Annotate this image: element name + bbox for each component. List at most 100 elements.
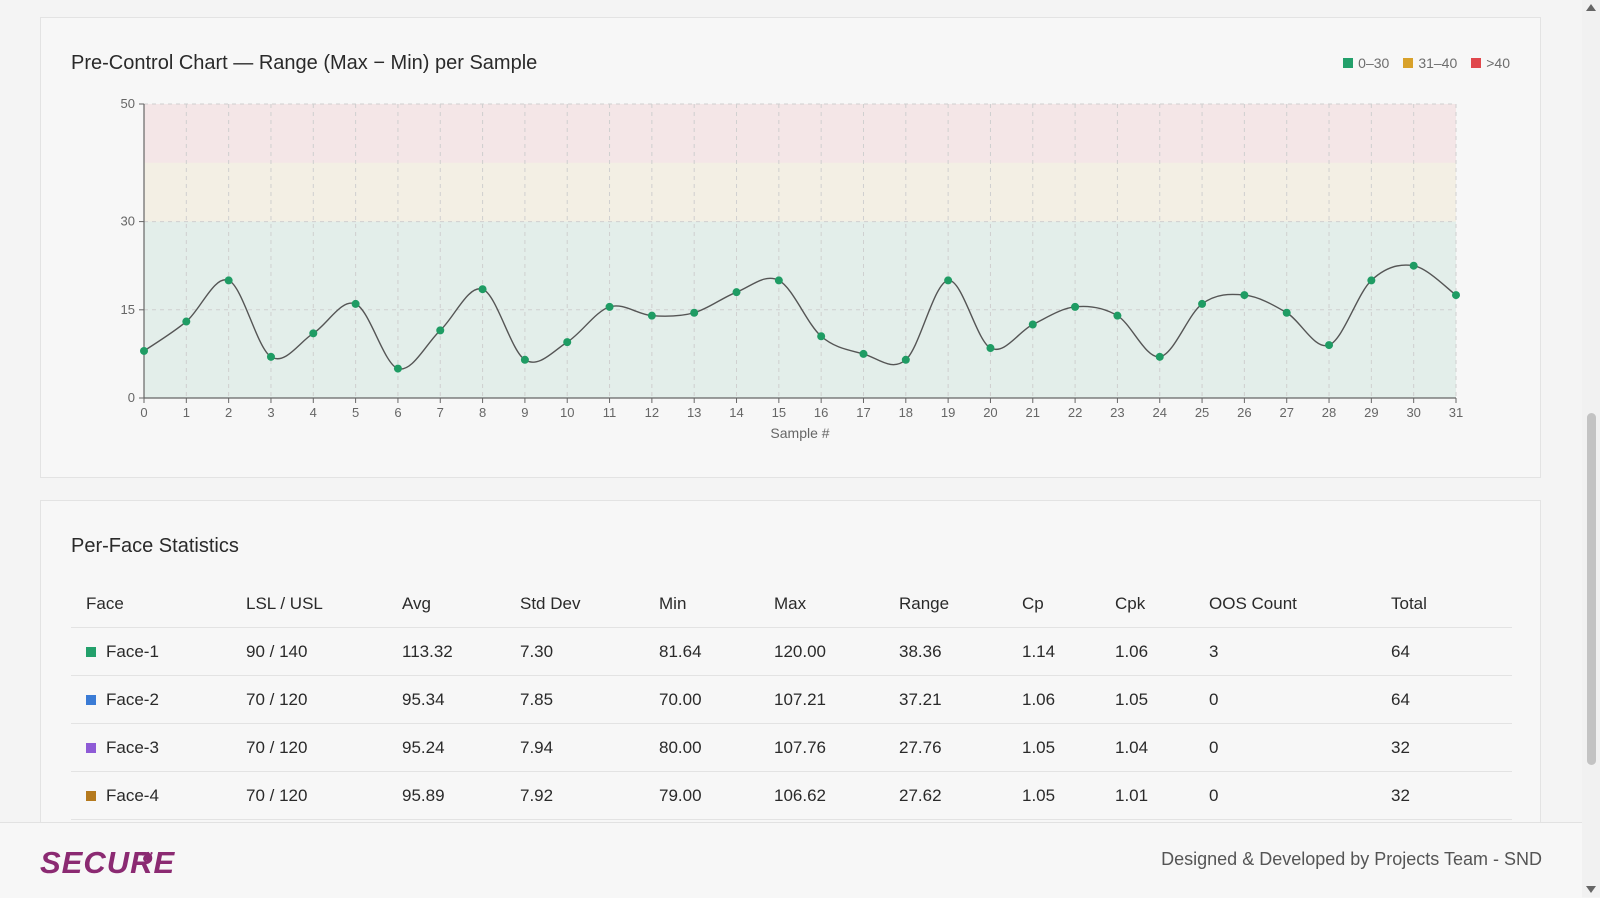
logo-text: SECURE <box>40 845 176 880</box>
chart-card: Pre-Control Chart — Range (Max − Min) pe… <box>40 17 1541 478</box>
page-scrollbar[interactable] <box>1582 0 1600 897</box>
x-tick-label: 21 <box>1026 405 1040 420</box>
max-cell: 107.76 <box>759 723 884 772</box>
legend-item-yellow[interactable]: 31–40 <box>1403 55 1457 71</box>
col-min[interactable]: Min <box>644 581 759 628</box>
data-point <box>1155 352 1164 361</box>
range-cell: 27.76 <box>884 723 1007 772</box>
zone-band-1 <box>144 162 1456 222</box>
cp-cell: 1.05 <box>1007 723 1100 772</box>
x-tick-label: 18 <box>899 405 913 420</box>
scroll-down-icon[interactable] <box>1586 886 1596 893</box>
x-tick-label: 29 <box>1364 405 1378 420</box>
footer-credit: Designed & Developed by Projects Team - … <box>1161 849 1542 869</box>
col-avg[interactable]: Avg <box>387 581 505 628</box>
data-point <box>520 355 529 364</box>
data-point <box>1240 291 1249 300</box>
x-tick-label: 16 <box>814 405 828 420</box>
x-tick-label: 22 <box>1068 405 1082 420</box>
data-point <box>563 338 572 347</box>
x-tick-label: 15 <box>772 405 786 420</box>
data-point <box>478 285 487 294</box>
company-logo[interactable]: SECURE ❦ <box>40 845 175 881</box>
max-cell: 120.00 <box>759 627 884 676</box>
face-label: Face-2 <box>106 689 159 709</box>
zone-band-2 <box>144 104 1456 163</box>
x-tick-label: 7 <box>437 405 444 420</box>
total-cell: 64 <box>1376 675 1512 724</box>
col-cpk[interactable]: Cpk <box>1100 581 1194 628</box>
cp-cell: 1.05 <box>1007 771 1100 820</box>
data-point <box>1409 261 1418 270</box>
avg-cell: 113.32 <box>387 627 505 676</box>
face-label: Face-1 <box>106 641 159 661</box>
data-point <box>1113 311 1122 320</box>
col-total[interactable]: Total <box>1376 581 1512 628</box>
x-tick-label: 25 <box>1195 405 1209 420</box>
legend-label-yellow: 31–40 <box>1418 55 1458 71</box>
oos-cell: 0 <box>1194 723 1376 772</box>
col-range[interactable]: Range <box>884 581 1007 628</box>
x-tick-label: 10 <box>560 405 574 420</box>
logo-leaf-icon: ❦ <box>140 849 153 865</box>
data-point <box>436 326 445 335</box>
x-tick-label: 2 <box>225 405 232 420</box>
range-cell: 37.21 <box>884 675 1007 724</box>
x-tick-label: 9 <box>521 405 528 420</box>
face-cell: Face-3 <box>71 723 231 772</box>
stats-card: Per-Face Statistics Face LSL / USL Avg S… <box>40 500 1541 830</box>
x-tick-label: 14 <box>729 405 743 420</box>
data-point <box>266 352 275 361</box>
y-tick-label: 15 <box>121 302 135 317</box>
x-tick-label: 1 <box>183 405 190 420</box>
x-tick-label: 20 <box>983 405 997 420</box>
std-cell: 7.94 <box>505 723 644 772</box>
limits-cell: 90 / 140 <box>231 627 387 676</box>
min-cell: 81.64 <box>644 627 759 676</box>
x-tick-label: 30 <box>1406 405 1420 420</box>
x-tick-label: 28 <box>1322 405 1336 420</box>
face-swatch <box>86 694 96 705</box>
table-row: Face-4 70 / 120 95.89 7.92 79.00 106.62 … <box>71 771 1512 820</box>
x-tick-label: 11 <box>603 405 617 420</box>
data-point <box>986 344 995 353</box>
std-cell: 7.85 <box>505 675 644 724</box>
data-point <box>224 276 233 285</box>
legend-swatch-red <box>1471 58 1482 68</box>
chart-legend: 0–30 31–40 >40 <box>1343 55 1510 71</box>
table-row: Face-1 90 / 140 113.32 7.30 81.64 120.00… <box>71 627 1512 676</box>
x-tick-label: 0 <box>140 405 147 420</box>
face-cell: Face-1 <box>71 627 231 676</box>
col-oos[interactable]: OOS Count <box>1194 581 1376 628</box>
cpk-cell: 1.05 <box>1100 675 1194 724</box>
x-tick-label: 17 <box>856 405 870 420</box>
avg-cell: 95.34 <box>387 675 505 724</box>
face-swatch <box>86 646 96 657</box>
col-cp[interactable]: Cp <box>1007 581 1100 628</box>
min-cell: 79.00 <box>644 771 759 820</box>
total-cell: 32 <box>1376 771 1512 820</box>
oos-cell: 0 <box>1194 771 1376 820</box>
scroll-thumb[interactable] <box>1587 413 1596 765</box>
x-tick-label: 6 <box>394 405 401 420</box>
data-point <box>1452 291 1460 300</box>
x-tick-label: 5 <box>352 405 359 420</box>
data-point <box>901 355 910 364</box>
x-tick-label: 31 <box>1449 405 1463 420</box>
limits-cell: 70 / 120 <box>231 771 387 820</box>
x-tick-label: 3 <box>267 405 274 420</box>
col-face[interactable]: Face <box>71 581 231 628</box>
legend-label-red: >40 <box>1486 55 1510 71</box>
legend-item-red[interactable]: >40 <box>1471 55 1510 71</box>
face-swatch <box>86 742 96 753</box>
min-cell: 80.00 <box>644 723 759 772</box>
col-max[interactable]: Max <box>759 581 884 628</box>
legend-item-green[interactable]: 0–30 <box>1343 55 1389 71</box>
cpk-cell: 1.06 <box>1100 627 1194 676</box>
data-point <box>859 349 868 358</box>
col-std[interactable]: Std Dev <box>505 581 644 628</box>
col-limits[interactable]: LSL / USL <box>231 581 387 628</box>
legend-swatch-green <box>1343 58 1354 68</box>
scroll-up-icon[interactable] <box>1586 4 1596 11</box>
x-tick-label: 8 <box>479 405 486 420</box>
